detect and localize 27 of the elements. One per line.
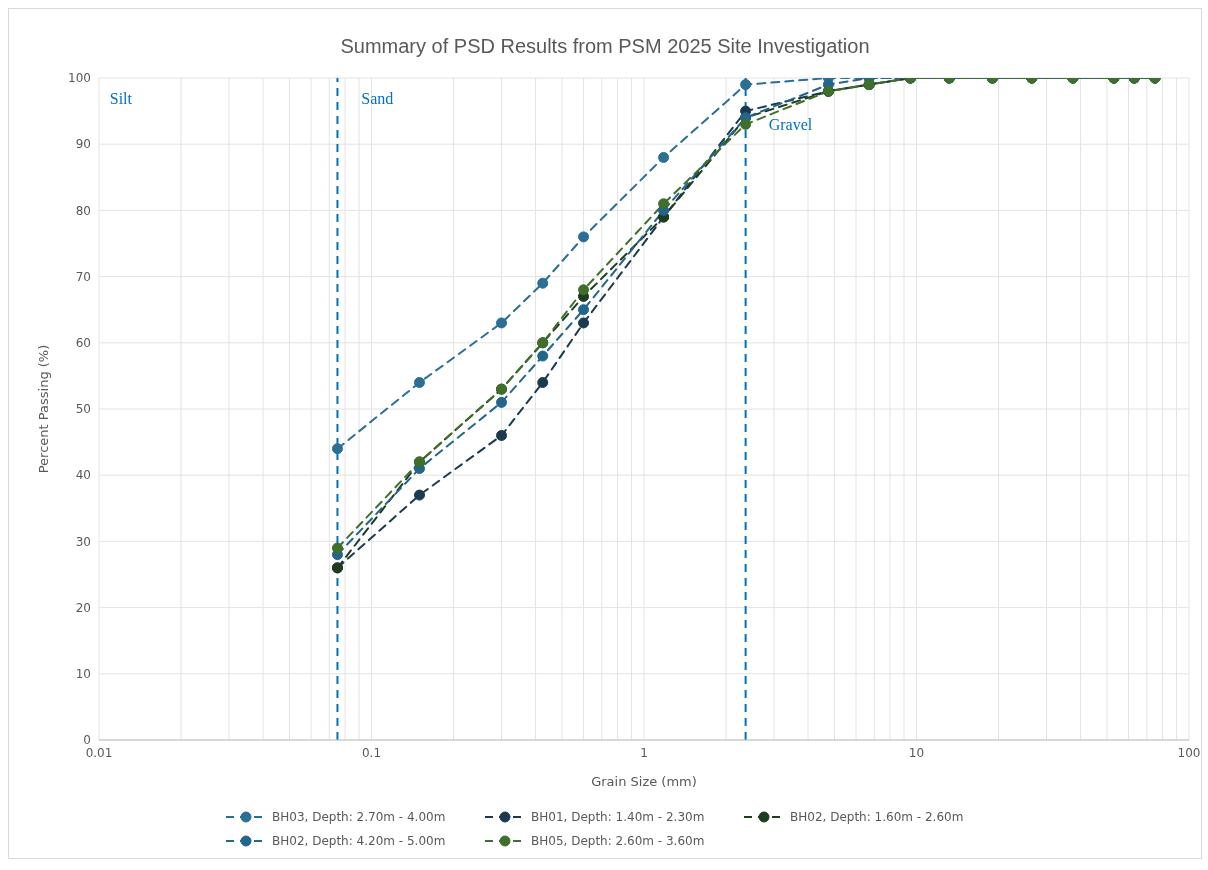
annotation: Gravel bbox=[768, 116, 813, 134]
legend-label: BH03, Depth: 2.70m - 4.00m bbox=[272, 810, 446, 824]
y-tick-label: 60 bbox=[75, 336, 91, 351]
legend-label: BH05, Depth: 2.60m - 3.60m bbox=[531, 834, 705, 848]
annotation: Silt bbox=[109, 89, 133, 107]
legend-label: BH01, Depth: 1.40m - 2.30m bbox=[531, 810, 705, 824]
y-tick-label: 90 bbox=[75, 137, 91, 152]
x-axis-title: Grain Size (mm) bbox=[591, 774, 697, 789]
x-tick-label: 0.1 bbox=[361, 745, 382, 760]
x-tick-label: 10 bbox=[908, 745, 925, 760]
y-tick-label: 100 bbox=[68, 71, 91, 86]
x-tick-label: 0.01 bbox=[85, 745, 113, 760]
chart-title: Summary of PSD Results from PSM 2025 Site Investigation bbox=[339, 34, 871, 58]
y-tick-label: 50 bbox=[75, 402, 91, 417]
y-tick-label: 70 bbox=[75, 269, 91, 284]
y-axis-title: Percent Passing (%) bbox=[35, 344, 51, 474]
y-tick-label: 10 bbox=[75, 667, 91, 682]
legend-label: BH02, Depth: 4.20m - 5.00m bbox=[272, 834, 446, 848]
y-tick-label: 30 bbox=[75, 534, 91, 549]
legend-label: BH02, Depth: 1.60m - 2.60m bbox=[790, 810, 964, 824]
annotation: Sand bbox=[361, 89, 394, 107]
x-tick-label: 1 bbox=[640, 745, 648, 760]
y-tick-label: 0 bbox=[83, 733, 91, 748]
y-tick-label: 20 bbox=[75, 600, 91, 615]
x-tick-label: 100 bbox=[1177, 745, 1201, 760]
y-tick-label: 40 bbox=[75, 468, 91, 483]
y-tick-label: 80 bbox=[75, 203, 91, 218]
